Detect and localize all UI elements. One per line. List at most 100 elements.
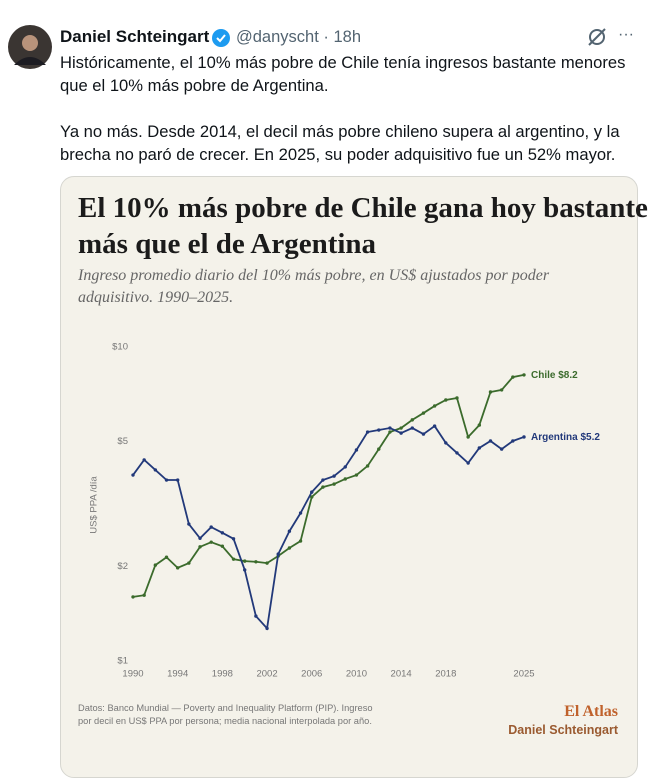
avatar[interactable] (8, 25, 52, 69)
data-point (198, 536, 202, 540)
series-name: Chile (531, 370, 556, 381)
data-point (488, 439, 493, 443)
data-point (254, 560, 258, 564)
data-point (187, 522, 191, 526)
data-point (175, 478, 180, 482)
data-point (276, 552, 280, 556)
series-end-label: Chile $8.2 (531, 370, 578, 381)
x-tick-label: 2025 (513, 669, 534, 680)
y-tick-label: $2 (117, 561, 128, 572)
data-point (365, 464, 370, 468)
data-point (399, 426, 403, 430)
data-point (220, 544, 225, 548)
data-point (265, 626, 269, 631)
data-point (243, 568, 247, 572)
data-point (377, 447, 381, 451)
data-point (399, 431, 403, 435)
author-name[interactable]: Daniel Schteingart (60, 27, 210, 46)
data-point (343, 477, 347, 481)
grok-icon[interactable] (586, 26, 608, 48)
data-point (164, 555, 169, 559)
x-tick-label: 2014 (391, 669, 412, 680)
data-point (477, 423, 482, 427)
more-button[interactable]: ··· (618, 26, 634, 43)
data-point (455, 396, 459, 400)
data-point (142, 593, 146, 597)
x-tick-label: 2002 (256, 669, 277, 680)
data-point (432, 404, 437, 408)
data-point (444, 441, 448, 445)
series-name: Argentina (531, 432, 578, 443)
data-point (466, 435, 470, 439)
data-point (287, 529, 292, 533)
data-point (310, 490, 314, 494)
time[interactable]: 18h (333, 28, 362, 46)
data-point (477, 446, 482, 450)
data-point (499, 388, 504, 392)
tweet-meta: @danyscht · 18h (236, 28, 361, 47)
data-point (421, 411, 426, 415)
data-point (332, 482, 336, 486)
data-point (131, 473, 135, 477)
data-point (310, 495, 314, 499)
page: Daniel Schteingart @danyscht · 18h ··· H… (8, 25, 648, 778)
data-point (354, 448, 359, 452)
chart: US$ PPA /día $1 $2 $5 $10 1990 1994 1998 2002 20… (89, 342, 601, 680)
x-tick-label: 1994 (167, 669, 188, 680)
data-point (164, 478, 169, 482)
data-point (410, 418, 414, 422)
chart-title: El 10% más pobre de Chile gana hoy basta… (78, 192, 648, 260)
chart-subtitle: Ingreso promedio diario del 10% más pobr… (78, 267, 550, 306)
data-point (522, 435, 526, 439)
handle[interactable]: @danyscht (236, 28, 319, 46)
data-point (209, 525, 213, 529)
brand-author: Daniel Schteingart (508, 723, 618, 737)
series-line (132, 424, 525, 631)
verified-badge (212, 29, 230, 47)
x-tick-label: 2006 (301, 669, 322, 680)
y-tick-label: $5 (117, 436, 128, 447)
data-point (444, 398, 448, 402)
series-end-value: $5.2 (580, 432, 600, 443)
data-point (243, 559, 247, 563)
data-point (332, 474, 336, 478)
data-point (198, 545, 202, 549)
tweet-text: Ya no más. Desde 2014, el decil más pobr… (60, 122, 620, 164)
data-point (153, 468, 158, 472)
x-tick-label: 2010 (346, 669, 367, 680)
x-tick-label: 2018 (435, 669, 456, 680)
data-point (131, 595, 135, 599)
tweet-text: Históricamente, el 10% más pobre de Chil… (60, 53, 626, 95)
data-point (421, 432, 426, 436)
data-point (488, 390, 493, 394)
data-point (220, 531, 225, 535)
data-point (321, 485, 325, 489)
x-tick-label: 1990 (122, 669, 143, 680)
source-note: Datos: Banco Mundial — Poverty and Inequ… (78, 703, 373, 726)
data-point (142, 458, 146, 462)
data-point (410, 426, 414, 430)
data-point (354, 473, 359, 477)
data-point (511, 375, 515, 379)
data-point (432, 424, 437, 428)
data-point (388, 426, 392, 430)
data-point (298, 511, 303, 515)
data-point (254, 614, 258, 618)
data-point (466, 461, 470, 465)
data-point (377, 428, 381, 432)
y-axis-label: US$ PPA /día (89, 476, 100, 534)
data-point (522, 373, 526, 377)
data-point (365, 430, 370, 434)
series-line (132, 374, 525, 598)
y-tick-label: $1 (117, 656, 128, 667)
data-point (231, 537, 236, 541)
data-point (209, 540, 213, 544)
data-point (343, 465, 347, 469)
data-point (231, 557, 236, 561)
data-point (298, 539, 303, 543)
data-point (455, 451, 459, 455)
data-point (187, 561, 191, 565)
separator: · (323, 28, 329, 46)
data-point (321, 478, 325, 482)
series-end-value: $8.2 (558, 370, 578, 381)
